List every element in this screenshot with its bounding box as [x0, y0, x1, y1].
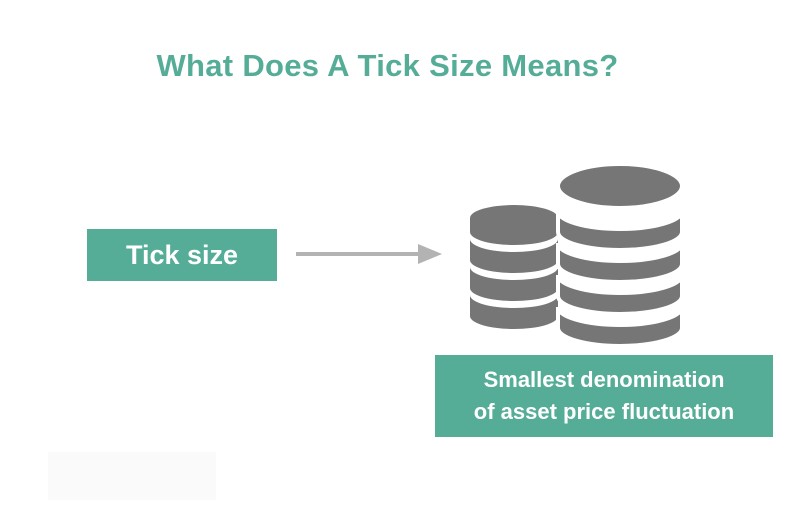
description-line-2: of asset price fluctuation: [473, 399, 735, 424]
description-box: Smallest denomination of asset price flu…: [435, 355, 773, 437]
left-coin-stack: [470, 205, 558, 329]
tick-size-box: Tick size: [87, 229, 277, 281]
tick-size-label: Tick size: [125, 239, 239, 270]
right-arrow-icon: [296, 244, 442, 264]
description-line-1: Smallest denomination: [483, 367, 725, 393]
faint-background-block: [48, 452, 216, 500]
page-title: What Does A Tick Size Means?: [156, 48, 619, 83]
coin-stack-icon: [470, 162, 684, 346]
right-coin-stack: [556, 162, 684, 346]
